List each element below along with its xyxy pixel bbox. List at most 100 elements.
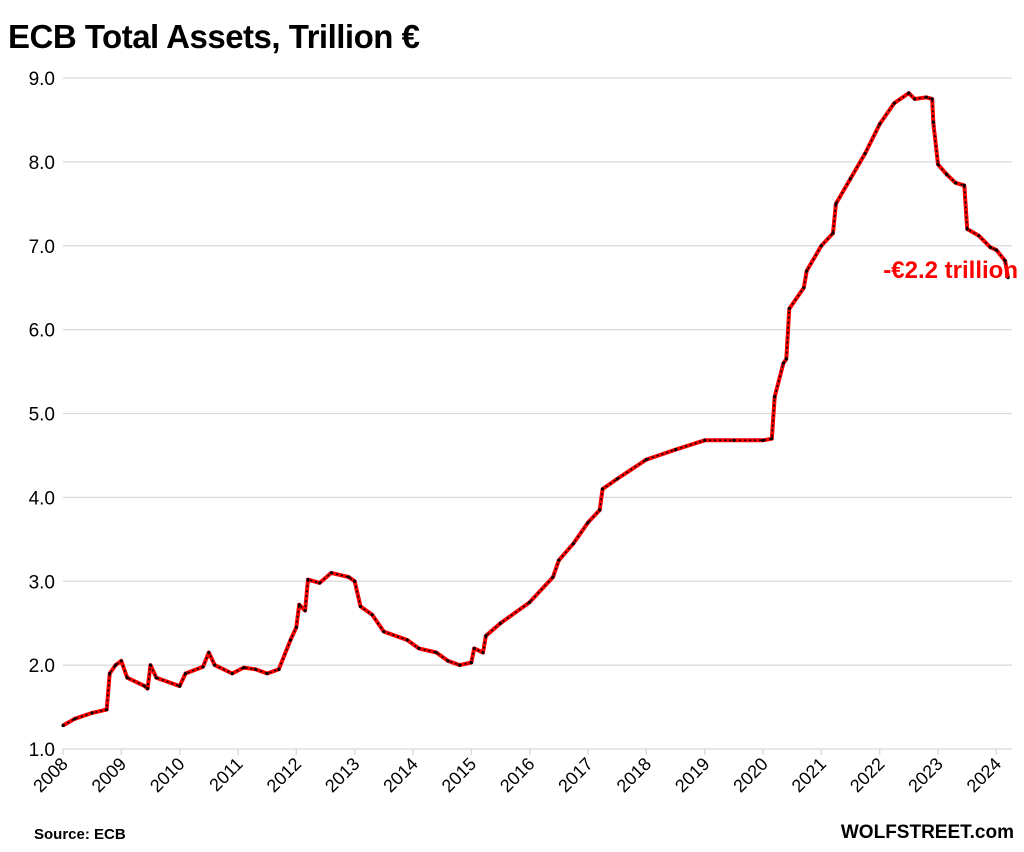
x-tick-label: 2010 [146,754,188,796]
x-tick-label: 2013 [321,754,363,796]
x-tick-label: 2019 [671,754,713,796]
data-point [834,202,838,206]
data-point [831,231,835,235]
data-point [90,711,94,715]
data-point [848,177,853,181]
chart-title: ECB Total Assets, Trillion € [8,18,420,55]
data-point [571,541,576,546]
data-point [242,666,246,670]
data-point [358,604,363,609]
data-point [784,357,788,361]
data-point [230,671,234,676]
data-point [600,487,605,491]
data-point [119,659,123,663]
data-point [108,671,112,676]
data-point [288,638,293,642]
data-point [732,438,736,442]
data-point [802,286,806,290]
y-tick-label: 7.0 [29,237,55,258]
data-point [318,581,322,585]
x-tick-label: 2011 [205,754,247,796]
series-markers [62,92,1009,727]
x-tick-label: 2017 [554,754,596,796]
data-point [154,676,158,680]
data-point [434,650,438,655]
data-point [297,603,301,607]
data-point [781,361,786,365]
data-point [143,684,147,688]
data-point [213,663,217,667]
x-tick-label: 2023 [904,754,946,796]
data-point [148,663,153,667]
y-tick-label: 4.0 [29,488,55,509]
data-point [598,508,602,512]
data-point [892,101,896,105]
data-point [930,97,934,101]
x-tick-label: 2014 [379,754,421,796]
data-point [994,248,998,252]
data-point [498,621,503,625]
data-point [936,162,940,166]
data-point [265,671,269,676]
data-point [913,97,917,101]
data-point [907,91,911,95]
data-point [988,245,993,250]
data-point [586,520,590,525]
x-tick-label: 2020 [729,754,771,796]
data-point [253,667,258,671]
data-point [61,723,65,728]
x-tick-label: 2018 [613,754,655,796]
data-point [370,613,374,617]
data-point [405,638,409,642]
data-point [306,577,310,582]
x-tick-label: 2024 [963,754,1005,796]
data-point [962,183,966,187]
data-point [353,579,357,583]
data-point [347,575,351,579]
data-point [931,120,935,125]
data-point [924,95,928,99]
data-point [878,122,882,126]
y-tick-label: 3.0 [29,572,55,593]
data-point [805,269,809,273]
x-tick-label: 2016 [496,754,538,796]
data-point [644,458,648,462]
x-tick-label: 2009 [88,754,130,796]
y-tick-label: 1.0 [29,740,55,761]
data-point [761,438,765,442]
data-point [965,227,969,231]
data-point [977,234,981,238]
data-point [481,650,485,655]
y-tick-label: 2.0 [29,656,55,677]
data-point [615,477,619,481]
data-point [446,659,450,663]
data-point [113,663,118,667]
data-point [329,571,333,575]
series-line [62,91,1010,728]
data-point [484,634,488,638]
data-point [178,684,182,688]
data-point [945,172,949,177]
x-tick-label: 2015 [438,754,480,796]
data-point [703,438,707,442]
data-point [207,650,211,655]
data-point [863,151,867,156]
data-point [673,447,678,452]
data-point [953,181,958,185]
brand-watermark: WOLFSTREET.com [840,822,1014,843]
data-point [472,646,476,650]
data-point [294,625,298,629]
y-tick-label: 5.0 [29,405,55,426]
source-note: Source: ECB [34,826,126,843]
data-point [105,707,109,712]
data-point [551,575,555,579]
data-point [528,600,532,604]
data-point [819,244,823,248]
data-point [773,395,777,399]
data-point [145,687,150,691]
data-point [1006,276,1010,280]
x-tick-label: 2021 [788,754,830,796]
data-point [770,437,774,441]
data-point [1003,259,1007,263]
